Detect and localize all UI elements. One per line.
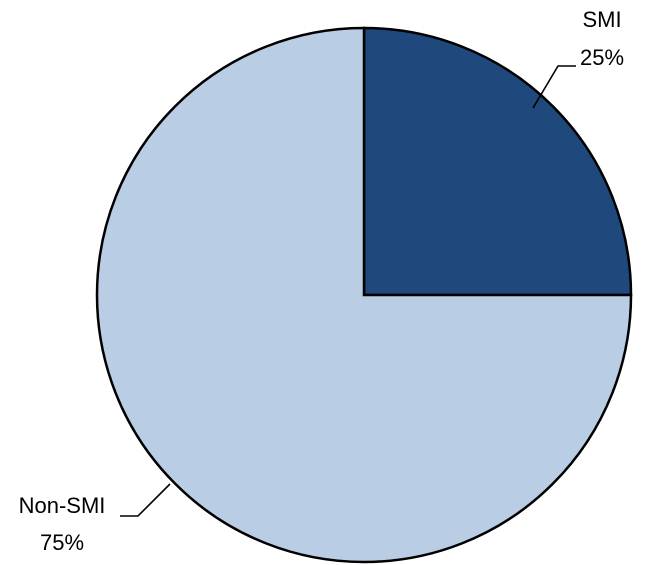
pie-slice-non-smi bbox=[95, 26, 633, 564]
slice-label-non-smi: Non-SMI bbox=[19, 493, 106, 518]
slice-label-smi: SMI bbox=[582, 7, 621, 32]
leader-line-smi bbox=[532, 65, 576, 109]
pie-slices bbox=[95, 26, 633, 564]
pie-labels: SMI 25% Non-SMI 75% bbox=[19, 7, 624, 555]
leader-line-non-smi bbox=[120, 483, 171, 517]
slice-value-smi: 25% bbox=[580, 45, 624, 70]
slice-value-non-smi: 75% bbox=[40, 530, 84, 555]
pie-slice-smi bbox=[362, 26, 633, 297]
